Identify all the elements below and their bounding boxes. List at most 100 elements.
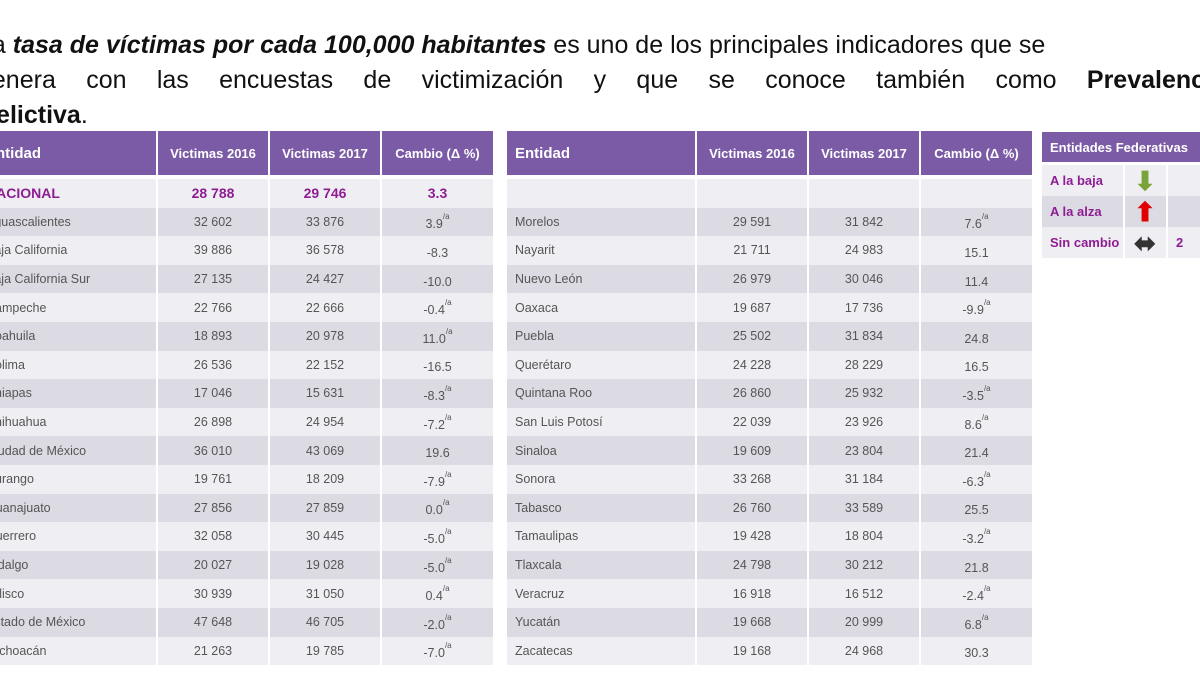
header-entity: Entidad [0, 131, 158, 179]
table-row: Campeche 22 766 22 666 -0.4/a [0, 293, 495, 322]
entity-name: Guanajuato [0, 493, 158, 523]
entity-name: Jalisco [0, 579, 158, 608]
change-cell: 0.0/a [381, 493, 495, 523]
change: -7.0 [423, 646, 445, 661]
victims-2016: 25 502 [696, 321, 809, 351]
change: 25.5 [964, 503, 989, 518]
footnote-marker: /a [444, 641, 452, 651]
victims-2017: 29 746 [269, 177, 382, 208]
entity-name: Puebla [507, 321, 697, 351]
victims-2016: 28 788 [157, 177, 270, 208]
table-row: Morelos 29 591 31 842 7.6/a [507, 207, 1034, 237]
word: y [593, 66, 607, 94]
change: 19.6 [425, 446, 450, 461]
table-row: Baja California 39 886 36 578 -8.3 [0, 236, 495, 265]
intro-line-2: genera con las encuestas de victimización y que… [0, 63, 1200, 98]
empty-cell [808, 177, 921, 208]
victims-2016: 26 979 [696, 264, 809, 294]
entity-name: Michoacán [0, 636, 158, 666]
header-change: Cambio (Δ %) [381, 131, 495, 179]
victims-table-right: Entidad Victimas 2016 Victimas 2017 Camb… [507, 131, 1034, 666]
victims-2016: 32 602 [157, 207, 270, 237]
intro-line-3: Delictiva. [0, 98, 1200, 133]
table-row: Nayarit 21 711 24 983 15.1 [507, 236, 1034, 265]
footnote-marker: /a [983, 469, 991, 479]
change-cell: -8.3 [381, 236, 495, 265]
legend-table: Entidades Federativas A la baja ⬇ A la a… [1042, 132, 1200, 258]
entity-name: NACIONAL [0, 177, 158, 208]
highlight-term: tasa de víctimas por cada 100,000 habita… [12, 31, 547, 59]
change: 0.4 [425, 589, 443, 604]
entity-name: Coahuila [0, 321, 158, 351]
victims-2016: 16 918 [696, 579, 809, 608]
table-row: Chihuahua 26 898 24 954 -7.2/a [0, 407, 495, 437]
victims-2017: 15 631 [269, 379, 382, 408]
victims-2016: 22 039 [696, 407, 809, 437]
table-row: Sonora 33 268 31 184 -6.3/a [507, 464, 1034, 494]
victims-2017: 20 978 [269, 321, 382, 351]
victims-2017: 31 842 [808, 207, 921, 237]
entity-name: Tlaxcala [507, 550, 697, 580]
change: -10.0 [423, 274, 452, 289]
footnote-marker: /a [444, 612, 452, 622]
footnote-marker: /a [981, 412, 989, 422]
change-cell: -5.0/a [381, 550, 495, 580]
change-cell: 24.8 [920, 321, 1034, 351]
victims-2017: 24 983 [808, 236, 921, 265]
victims-2017: 18 804 [808, 522, 921, 551]
entity-name: Oaxaca [507, 293, 697, 322]
table-row: Tlaxcala 24 798 30 212 21.8 [507, 550, 1034, 580]
change-cell: 16.5 [920, 350, 1034, 380]
word: conoce [765, 66, 846, 94]
change-cell: 3.9/a [381, 207, 495, 237]
victims-2016: 19 687 [696, 293, 809, 322]
change: 21.4 [964, 446, 989, 461]
victims-2016: 17 046 [157, 379, 270, 408]
change: 21.8 [964, 560, 989, 575]
victims-2016: 20 027 [157, 550, 270, 580]
change-cell: 19.6 [381, 436, 495, 465]
footnote-marker: /a [444, 412, 452, 422]
entity-name: Estado de México [0, 607, 158, 637]
change-cell: -2.4/a [920, 579, 1034, 608]
header-victims-2017: Victimas 2017 [269, 131, 382, 179]
change-cell: 15.1 [920, 236, 1034, 265]
victims-2017: 17 736 [808, 293, 921, 322]
entity-name: Chiapas [0, 379, 158, 408]
change: 11.0 [422, 331, 446, 346]
victims-2017: 28 229 [808, 350, 921, 380]
legend-count: 2 [1167, 227, 1200, 258]
victims-2016: 19 428 [696, 522, 809, 551]
text: La [0, 31, 13, 59]
victims-2016: 19 168 [696, 636, 809, 666]
victims-2016: 26 898 [157, 407, 270, 437]
footnote-marker: /a [983, 383, 991, 393]
footnote-marker: /a [442, 498, 450, 508]
change: 3.3 [381, 177, 495, 208]
change-cell: 11.0/a [381, 321, 495, 351]
entity-name: Veracruz [507, 579, 697, 608]
change: 3.9 [425, 217, 443, 232]
empty-cell [507, 177, 697, 208]
change: 15.1 [964, 245, 989, 260]
table-row: Guerrero 32 058 30 445 -5.0/a [0, 522, 495, 551]
entity-name: Colima [0, 350, 158, 380]
footnote-marker: /a [444, 298, 452, 308]
table-row: Puebla 25 502 31 834 24.8 [507, 321, 1034, 351]
change-cell: -7.2/a [381, 407, 495, 437]
change: 0.0 [425, 503, 443, 518]
victims-2016: 26 760 [696, 493, 809, 523]
entity-name: Durango [0, 464, 158, 494]
change-cell: -3.5/a [920, 379, 1034, 408]
change-cell: 7.6/a [920, 207, 1034, 237]
change-cell: -5.0/a [381, 522, 495, 551]
victims-2016: 24 228 [696, 350, 809, 380]
change: -5.0 [423, 560, 445, 575]
change: -6.3 [962, 474, 984, 489]
text: es uno de los principales indicadores qu… [546, 31, 1046, 59]
victims-2017: 22 666 [269, 293, 382, 322]
entity-name: Sonora [507, 464, 697, 494]
victims-2016: 24 798 [696, 550, 809, 580]
table-row: Hidalgo 20 027 19 028 -5.0/a [0, 550, 495, 580]
victims-2016: 19 609 [696, 436, 809, 465]
